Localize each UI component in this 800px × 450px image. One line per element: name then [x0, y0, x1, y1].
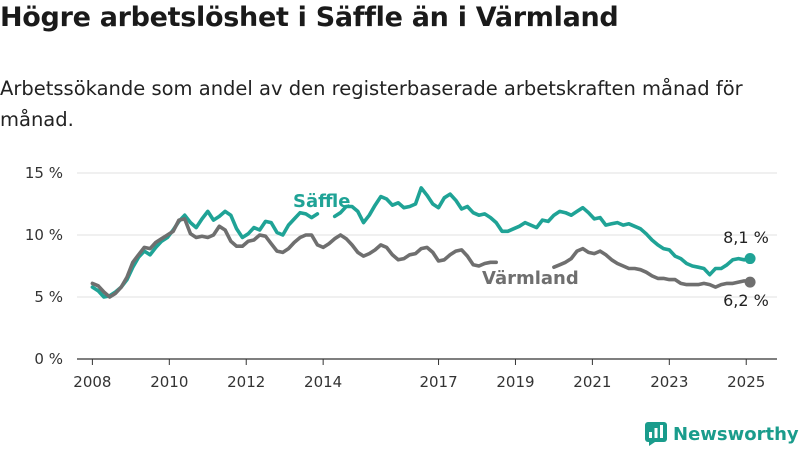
x-tick-label: 2017 — [419, 373, 457, 391]
series-name-saffle: Säffle — [293, 191, 350, 212]
series-name-varmland: Värmland — [482, 268, 579, 289]
x-tick-label: 2008 — [73, 373, 111, 391]
y-axis-labels: 0 % 5 % 10 % 15 % — [25, 164, 63, 368]
series-line-varmland — [552, 246, 752, 289]
series-labels: 8,1 % Säffle 6,2 % Värmland — [293, 191, 769, 310]
bar-chart-badge-icon — [645, 422, 667, 446]
x-tick-label: 2012 — [227, 373, 265, 391]
series-line-saffle — [332, 186, 752, 277]
end-label-varmland: 6,2 % — [723, 291, 769, 310]
series-line-varmland — [90, 217, 498, 299]
x-tick-label: 2010 — [150, 373, 188, 391]
chart-title: Högre arbetslöshet i Säffle än i Värmlan… — [0, 2, 619, 33]
brand-logo[interactable]: Newsworthy — [645, 421, 799, 447]
x-tick-label: 2014 — [304, 373, 342, 391]
y-tick-label: 5 % — [34, 288, 63, 306]
x-tick-label: 2019 — [496, 373, 534, 391]
y-tick-label: 15 % — [25, 164, 63, 182]
end-point-varmland — [744, 276, 756, 288]
chart-subtitle: Arbetssökande som andel av den registerb… — [0, 77, 743, 131]
x-axis: 2008 2010 2012 2014 2017 2019 2021 2023 2025 — [73, 358, 777, 391]
x-tick-label: 2023 — [650, 373, 688, 391]
y-tick-label: 10 % — [25, 226, 63, 244]
y-tick-label: 0 % — [34, 350, 63, 368]
series-lines — [90, 186, 756, 299]
end-point-saffle — [744, 253, 756, 265]
x-tick-label: 2025 — [727, 373, 765, 391]
brand-name: Newsworthy — [673, 423, 799, 445]
series-line-saffle — [90, 209, 320, 299]
end-label-saffle: 8,1 % — [723, 228, 769, 247]
x-tick-label: 2021 — [573, 373, 611, 391]
